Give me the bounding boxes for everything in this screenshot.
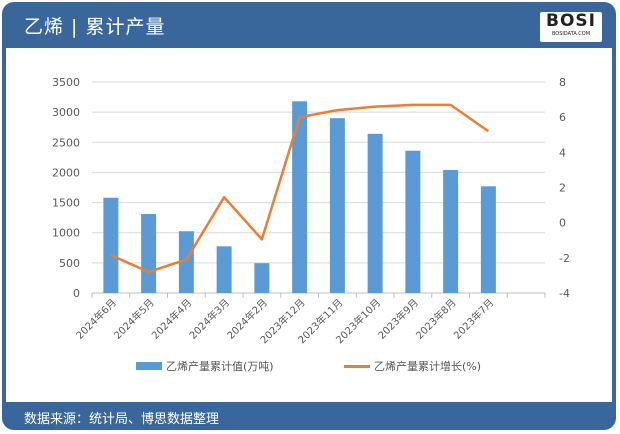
page-title: 乙烯 | 累计产量 bbox=[24, 16, 166, 38]
y-left-tick-label: 500 bbox=[59, 257, 80, 270]
legend-label-bar: 乙烯产量累计值(万吨) bbox=[166, 360, 274, 373]
source-note: 数据来源：统计局、博思数据整理 bbox=[24, 412, 220, 427]
legend-item-bars: 乙烯产量累计值(万吨) bbox=[136, 358, 274, 374]
bar bbox=[254, 263, 270, 293]
bar bbox=[329, 118, 345, 294]
bar bbox=[443, 170, 459, 293]
bar bbox=[292, 101, 308, 293]
y-right-tick-label: 2 bbox=[559, 182, 566, 195]
x-tick-label: 2023年7月 bbox=[451, 296, 497, 342]
y-left-tick-label: 2000 bbox=[52, 166, 80, 179]
legend-label-line: 乙烯产量累计增长(%) bbox=[374, 360, 482, 373]
y-right-tick-label: -2 bbox=[559, 252, 570, 265]
y-left-tick-label: 2500 bbox=[52, 136, 80, 149]
y-left-tick-label: 3500 bbox=[52, 76, 80, 89]
bar bbox=[103, 197, 119, 293]
legend-item-line: 乙烯产量累计增长(%) bbox=[344, 358, 481, 374]
bar bbox=[216, 246, 232, 293]
y-right-tick-label: 8 bbox=[559, 76, 566, 89]
bar bbox=[367, 133, 383, 293]
bar bbox=[141, 214, 157, 293]
legend-swatch-line bbox=[344, 364, 370, 368]
y-left-tick-label: 0 bbox=[73, 287, 80, 300]
y-left-tick-label: 1000 bbox=[52, 227, 80, 240]
y-right-tick-label: 6 bbox=[559, 111, 566, 124]
header: 乙烯 | 累计产量 BOSI BOSIDATA.COM bbox=[2, 2, 616, 48]
y-left-tick-label: 1500 bbox=[52, 197, 80, 210]
y-right-tick-label: 0 bbox=[559, 217, 566, 230]
legend-swatch-bar bbox=[136, 362, 162, 370]
bar bbox=[405, 150, 421, 293]
y-left-tick-label: 3000 bbox=[52, 106, 80, 119]
bar bbox=[480, 186, 496, 293]
bar bbox=[178, 231, 194, 293]
bosi-logo: BOSI BOSIDATA.COM bbox=[540, 12, 602, 42]
y-right-tick-label: 4 bbox=[559, 146, 566, 159]
y-right-tick-label: -4 bbox=[559, 287, 570, 300]
